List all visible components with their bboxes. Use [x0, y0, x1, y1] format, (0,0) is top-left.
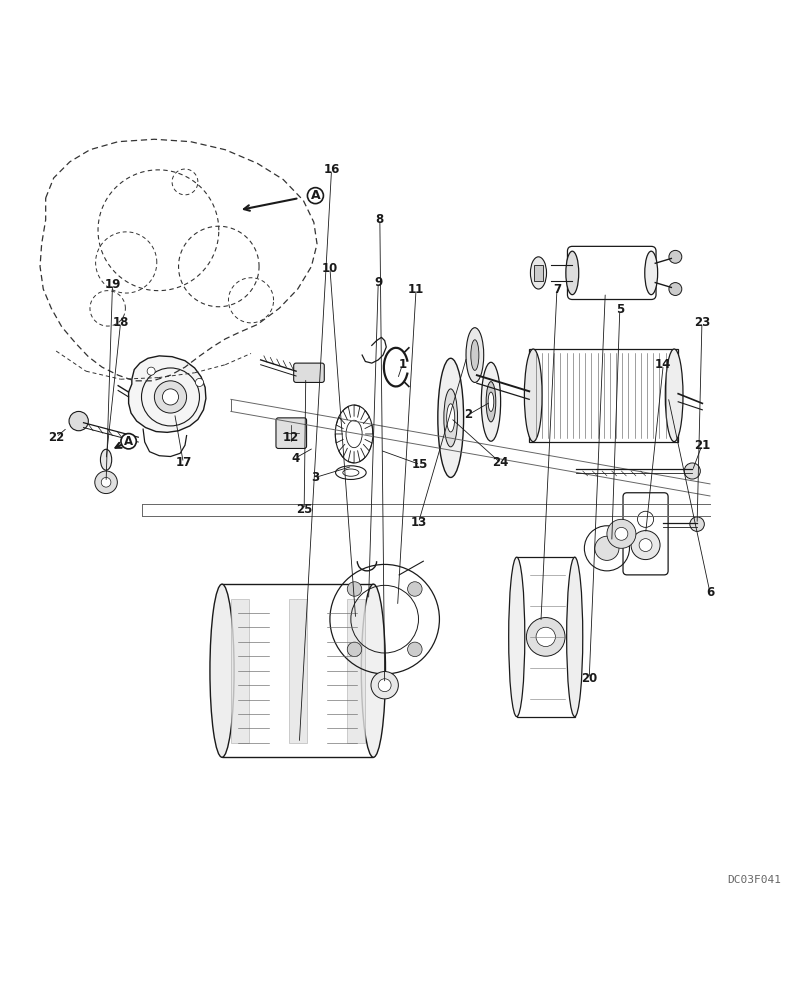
Circle shape: [669, 283, 682, 295]
Ellipse shape: [482, 362, 501, 441]
Ellipse shape: [530, 257, 546, 289]
Circle shape: [154, 381, 187, 413]
Text: 14: 14: [655, 358, 671, 371]
Circle shape: [347, 642, 362, 657]
Ellipse shape: [346, 420, 362, 448]
Ellipse shape: [438, 358, 464, 477]
Text: 3: 3: [311, 471, 319, 484]
Bar: [347, 599, 364, 743]
Bar: [517, 557, 574, 717]
FancyBboxPatch shape: [623, 493, 668, 575]
Circle shape: [615, 527, 628, 540]
Circle shape: [684, 463, 701, 479]
Circle shape: [536, 627, 555, 647]
Text: 9: 9: [374, 276, 382, 289]
Text: 23: 23: [694, 316, 710, 329]
Text: 10: 10: [322, 262, 338, 275]
Circle shape: [638, 511, 654, 527]
Ellipse shape: [447, 404, 455, 432]
Ellipse shape: [361, 584, 385, 757]
Text: 16: 16: [323, 163, 339, 176]
Bar: [231, 599, 249, 743]
Text: 5: 5: [616, 303, 624, 316]
Polygon shape: [128, 356, 206, 432]
Ellipse shape: [471, 340, 479, 370]
Ellipse shape: [645, 251, 658, 295]
Circle shape: [639, 539, 652, 552]
Bar: [529, 349, 678, 442]
Text: 21: 21: [694, 439, 710, 452]
Circle shape: [371, 672, 398, 699]
Circle shape: [147, 367, 155, 375]
Text: 17: 17: [175, 456, 191, 469]
Text: 13: 13: [410, 516, 427, 529]
Text: 15: 15: [412, 458, 428, 471]
FancyBboxPatch shape: [276, 418, 306, 448]
Circle shape: [690, 517, 705, 531]
Circle shape: [378, 679, 391, 692]
Circle shape: [607, 519, 636, 548]
Circle shape: [669, 250, 682, 263]
Ellipse shape: [566, 557, 583, 717]
Circle shape: [196, 378, 204, 386]
Ellipse shape: [488, 392, 494, 411]
Ellipse shape: [444, 389, 457, 447]
Text: 1: 1: [398, 358, 406, 371]
FancyBboxPatch shape: [293, 363, 324, 382]
Text: 22: 22: [48, 431, 65, 444]
Circle shape: [69, 411, 88, 431]
Circle shape: [95, 471, 117, 494]
Ellipse shape: [665, 349, 683, 442]
Text: 7: 7: [553, 283, 561, 296]
Text: 12: 12: [283, 431, 300, 444]
Circle shape: [407, 642, 422, 657]
Ellipse shape: [524, 349, 542, 442]
Ellipse shape: [509, 557, 524, 717]
Circle shape: [526, 618, 565, 656]
Circle shape: [162, 389, 179, 405]
Text: 19: 19: [104, 278, 120, 291]
Bar: [222, 584, 373, 757]
Circle shape: [595, 536, 619, 560]
Circle shape: [407, 582, 422, 596]
Text: 4: 4: [291, 452, 300, 465]
Bar: [533, 265, 543, 281]
FancyBboxPatch shape: [567, 246, 656, 299]
Text: 20: 20: [581, 672, 597, 685]
Ellipse shape: [466, 328, 484, 382]
Text: 11: 11: [408, 283, 424, 296]
Ellipse shape: [100, 449, 112, 470]
Text: 24: 24: [492, 456, 509, 469]
Bar: [288, 599, 306, 743]
Text: 25: 25: [296, 503, 313, 516]
Circle shape: [347, 582, 362, 596]
Ellipse shape: [566, 251, 579, 295]
Text: A: A: [310, 189, 320, 202]
Ellipse shape: [210, 584, 234, 757]
Circle shape: [631, 531, 660, 560]
Text: A: A: [124, 435, 133, 448]
Text: 6: 6: [706, 586, 714, 599]
Text: 18: 18: [112, 316, 128, 329]
Ellipse shape: [486, 382, 496, 422]
Text: 2: 2: [465, 408, 473, 421]
Text: 8: 8: [376, 213, 384, 226]
Circle shape: [101, 477, 111, 487]
Text: DC03F041: DC03F041: [727, 875, 781, 885]
